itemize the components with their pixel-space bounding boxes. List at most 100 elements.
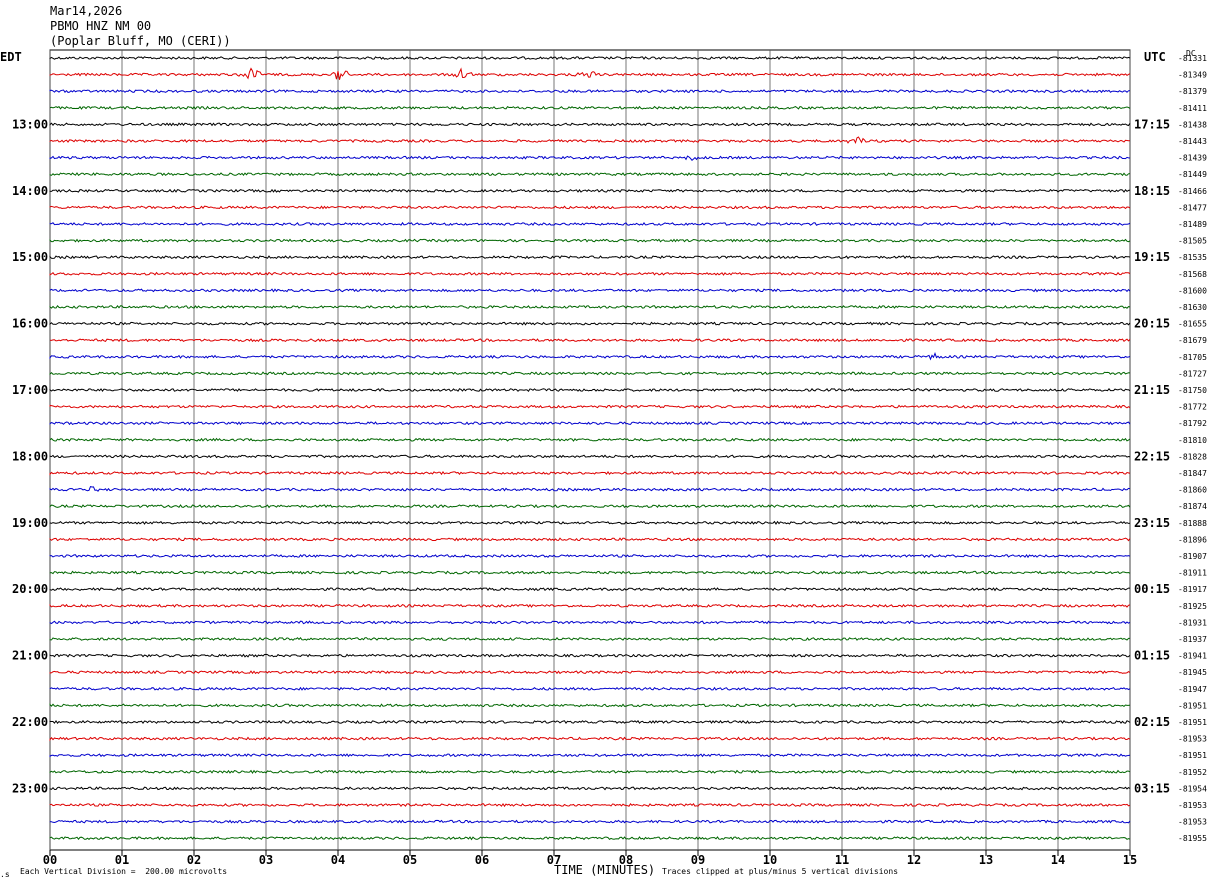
x-tick-label: 15 <box>1123 853 1137 867</box>
x-tick-label: 09 <box>691 853 705 867</box>
hour-label-edt: 20:00 <box>12 582 48 596</box>
seismic-trace <box>49 67 1131 80</box>
seismic-trace <box>49 55 1131 60</box>
seismic-trace <box>49 819 1131 824</box>
dc-offset-label: -81828 <box>1178 452 1207 461</box>
dc-offset-label: -81792 <box>1178 419 1207 428</box>
seismic-trace <box>49 238 1131 243</box>
dc-offset-label: -81896 <box>1178 535 1207 544</box>
hour-label-edt: 19:00 <box>12 516 48 530</box>
seismic-trace <box>49 620 1131 625</box>
hour-label-edt: 15:00 <box>12 250 48 264</box>
dc-offset-label: -81411 <box>1178 104 1207 113</box>
left-timezone-label: EDT <box>0 50 22 64</box>
seismic-trace <box>49 670 1131 675</box>
hour-label-edt: 14:00 <box>12 184 48 198</box>
dc-offset-label: -81953 <box>1178 818 1207 827</box>
seismic-trace <box>49 736 1131 742</box>
seismic-trace <box>49 653 1131 658</box>
seismic-trace <box>49 172 1131 177</box>
seismic-trace <box>49 836 1131 841</box>
x-tick-label: 12 <box>907 853 921 867</box>
dc-offset-label: -81951 <box>1178 751 1207 760</box>
hour-label-utc: 22:15 <box>1134 449 1170 463</box>
seismic-trace <box>49 786 1131 791</box>
dc-offset-label: -81772 <box>1178 403 1207 412</box>
dc-offset-label: -81705 <box>1178 353 1207 362</box>
seismic-trace <box>49 288 1131 293</box>
hour-label-utc: 21:15 <box>1134 383 1170 397</box>
dc-offset-label: -81937 <box>1178 635 1207 644</box>
dc-offset-label: -81438 <box>1178 120 1207 129</box>
dc-offset-label: -81860 <box>1178 486 1207 495</box>
seismic-trace <box>49 321 1131 326</box>
dc-offset-label: -81907 <box>1178 552 1207 561</box>
x-tick-label: 14 <box>1051 853 1065 867</box>
x-tick-label: 01 <box>115 853 129 867</box>
seismic-trace <box>49 255 1131 260</box>
dc-offset-label: -81535 <box>1178 253 1207 262</box>
scale-note: Each Vertical Division = 200.00 microvol… <box>20 867 228 876</box>
dc-offset-label: -81349 <box>1178 71 1207 80</box>
dc-offset-label: -81953 <box>1178 801 1207 810</box>
location-label: (Poplar Bluff, MO (CERI)) <box>50 34 231 48</box>
dc-offset-label: -81888 <box>1178 519 1207 528</box>
seismic-trace <box>49 486 1131 492</box>
hour-label-utc: 01:15 <box>1134 649 1170 663</box>
dc-offset-label: -81874 <box>1178 502 1207 511</box>
dc-offset-label: -81379 <box>1178 87 1207 96</box>
hour-label-edt: 21:00 <box>12 649 48 663</box>
dc-offset-label: -81443 <box>1178 137 1207 146</box>
seismic-trace <box>49 122 1131 127</box>
dc-offset-label: -81568 <box>1178 270 1207 279</box>
seismic-trace <box>49 504 1131 509</box>
dc-offset-label: -81941 <box>1178 652 1207 661</box>
dc-offset-label: -81750 <box>1178 386 1207 395</box>
dc-offset-label: -81931 <box>1178 618 1207 627</box>
x-tick-label: 03 <box>259 853 273 867</box>
x-tick-label: 02 <box>187 853 201 867</box>
right-timezone-label: UTC <box>1144 50 1166 64</box>
dc-offset-label: -81477 <box>1178 203 1207 212</box>
x-tick-label: 05 <box>403 853 417 867</box>
seismic-trace <box>49 155 1131 162</box>
seismic-trace <box>49 271 1131 276</box>
seismic-trace <box>49 470 1131 476</box>
dc-offset-label: -81655 <box>1178 320 1207 329</box>
seismic-trace <box>49 404 1131 409</box>
dc-offset-label: -81466 <box>1178 187 1207 196</box>
plot-frame <box>49 49 1131 851</box>
dc-offset-label: -81953 <box>1178 735 1207 744</box>
seismic-trace <box>49 205 1131 210</box>
seismic-trace <box>49 570 1131 575</box>
x-tick-label: 07 <box>547 853 561 867</box>
seismic-trace <box>49 136 1131 145</box>
seismic-trace <box>49 371 1131 376</box>
seismic-trace <box>49 603 1131 608</box>
seismic-trace <box>49 802 1131 808</box>
dc-offset-label: -81630 <box>1178 303 1207 312</box>
seismic-trace <box>49 89 1131 94</box>
clip-note: Traces clipped at plus/minus 5 vertical … <box>662 867 899 876</box>
hour-label-edt: 16:00 <box>12 317 48 331</box>
dc-offset-label: -81331 <box>1178 54 1207 63</box>
hour-label-utc: 20:15 <box>1134 317 1170 331</box>
seismic-trace <box>49 338 1131 343</box>
seismic-trace <box>49 537 1131 542</box>
seismic-trace <box>49 753 1131 758</box>
hour-label-edt: 18:00 <box>12 449 48 463</box>
dc-offset-label: -81810 <box>1178 436 1207 445</box>
seismic-trace <box>49 454 1131 459</box>
dc-offset-label: -81955 <box>1178 834 1207 843</box>
x-axis-title: TIME (MINUTES) <box>554 863 656 877</box>
dc-offset-label: -81600 <box>1178 286 1207 295</box>
hour-label-utc: 02:15 <box>1134 715 1170 729</box>
x-tick-label: 13 <box>979 853 993 867</box>
seismic-trace <box>49 437 1131 442</box>
seismic-trace <box>49 188 1131 193</box>
dc-offset-label: -81917 <box>1178 585 1207 594</box>
footer-mark: .s <box>0 870 10 879</box>
seismic-trace <box>49 221 1131 227</box>
dc-offset-label: -81925 <box>1178 602 1207 611</box>
x-tick-label: 04 <box>331 853 345 867</box>
